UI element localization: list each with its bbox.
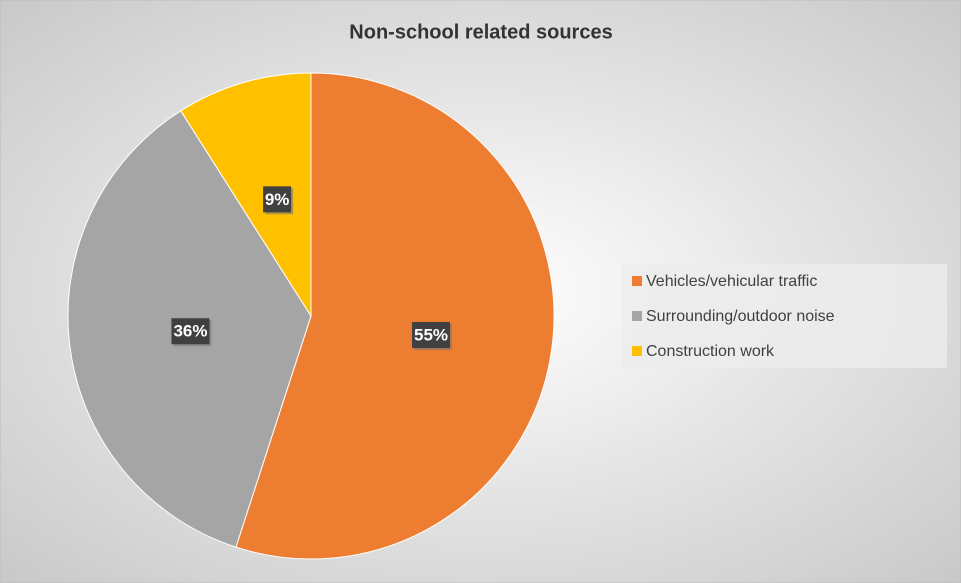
legend-swatch (632, 311, 642, 321)
legend-label: Construction work (646, 343, 775, 360)
legend-label: Surrounding/outdoor noise (646, 308, 835, 325)
data-label: 55% (414, 325, 448, 344)
legend-label: Vehicles/vehicular traffic (646, 273, 817, 290)
legend-swatch (632, 276, 642, 286)
legend-box (622, 264, 947, 368)
chart-title: Non-school related sources (349, 21, 612, 43)
data-label: 36% (173, 322, 207, 341)
pie-slice (235, 72, 555, 560)
data-label-box (171, 318, 210, 345)
data-label-box (412, 322, 451, 349)
legend-swatch (632, 346, 642, 356)
data-label-box (263, 186, 292, 213)
pie-slice (180, 72, 312, 318)
data-label: 9% (265, 190, 290, 209)
